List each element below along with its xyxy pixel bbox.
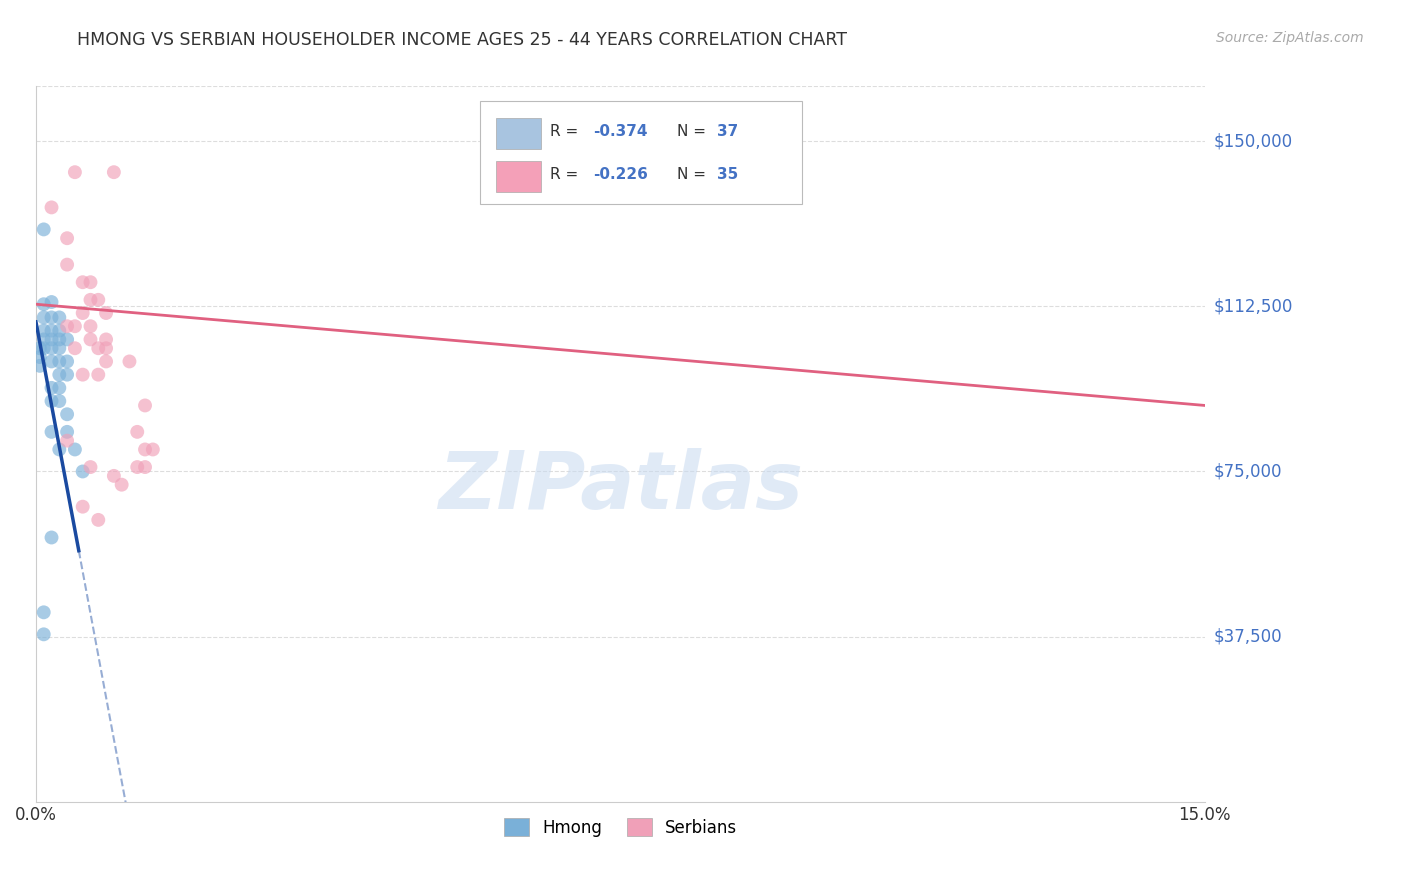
Text: $112,500: $112,500 bbox=[1213, 297, 1292, 316]
Point bbox=[41, 295, 63, 310]
Point bbox=[48, 354, 70, 368]
Text: N =: N = bbox=[676, 124, 710, 139]
Text: 37: 37 bbox=[717, 124, 738, 139]
Point bbox=[56, 231, 79, 245]
Point bbox=[32, 222, 55, 236]
Point bbox=[48, 381, 70, 395]
Point bbox=[56, 354, 79, 368]
Point bbox=[48, 394, 70, 409]
Point bbox=[56, 333, 79, 347]
Text: $75,000: $75,000 bbox=[1213, 462, 1282, 481]
Legend: Hmong, Serbians: Hmong, Serbians bbox=[496, 812, 744, 843]
Point bbox=[32, 605, 55, 619]
Point bbox=[41, 425, 63, 439]
Point bbox=[63, 165, 86, 179]
Text: Source: ZipAtlas.com: Source: ZipAtlas.com bbox=[1216, 31, 1364, 45]
Point bbox=[111, 477, 134, 491]
Point bbox=[94, 354, 117, 368]
Point bbox=[41, 381, 63, 395]
Point bbox=[28, 359, 51, 373]
Text: -0.226: -0.226 bbox=[593, 167, 648, 182]
Point bbox=[32, 627, 55, 641]
Text: R =: R = bbox=[550, 167, 583, 182]
Point bbox=[48, 341, 70, 355]
Point bbox=[48, 310, 70, 325]
Point bbox=[142, 442, 165, 457]
Point bbox=[56, 434, 79, 448]
Point bbox=[79, 275, 101, 289]
Point bbox=[118, 354, 141, 368]
Point bbox=[63, 319, 86, 334]
Point bbox=[28, 341, 51, 355]
Point bbox=[79, 293, 101, 307]
Text: N =: N = bbox=[676, 167, 710, 182]
Point bbox=[79, 333, 101, 347]
FancyBboxPatch shape bbox=[479, 101, 801, 204]
Point bbox=[103, 165, 125, 179]
Point bbox=[48, 324, 70, 338]
Text: $150,000: $150,000 bbox=[1213, 132, 1292, 151]
Point bbox=[63, 442, 86, 457]
Text: $37,500: $37,500 bbox=[1213, 628, 1282, 646]
Point bbox=[56, 368, 79, 382]
Point bbox=[87, 293, 110, 307]
Point bbox=[72, 275, 94, 289]
Point bbox=[103, 468, 125, 483]
Point bbox=[72, 306, 94, 320]
Point bbox=[32, 297, 55, 311]
Point bbox=[63, 341, 86, 355]
Point bbox=[87, 341, 110, 355]
Point bbox=[94, 333, 117, 347]
Point bbox=[41, 201, 63, 215]
Point bbox=[72, 465, 94, 479]
Point bbox=[56, 319, 79, 334]
Point bbox=[41, 310, 63, 325]
Point bbox=[94, 306, 117, 320]
Point bbox=[41, 394, 63, 409]
Point bbox=[56, 425, 79, 439]
Point bbox=[134, 442, 156, 457]
Point bbox=[41, 324, 63, 338]
Point bbox=[32, 310, 55, 325]
Point bbox=[134, 460, 156, 475]
Point bbox=[41, 354, 63, 368]
Text: ZIPatlas: ZIPatlas bbox=[437, 448, 803, 526]
Point bbox=[41, 341, 63, 355]
Point bbox=[41, 531, 63, 545]
Point bbox=[127, 425, 149, 439]
Point bbox=[48, 333, 70, 347]
FancyBboxPatch shape bbox=[496, 161, 541, 192]
Point bbox=[32, 341, 55, 355]
Point bbox=[79, 319, 101, 334]
Text: 35: 35 bbox=[717, 167, 738, 182]
Point bbox=[28, 350, 51, 364]
Point bbox=[127, 460, 149, 475]
Text: -0.374: -0.374 bbox=[593, 124, 648, 139]
Point bbox=[56, 258, 79, 272]
FancyBboxPatch shape bbox=[496, 118, 541, 149]
Point bbox=[32, 324, 55, 338]
Text: HMONG VS SERBIAN HOUSEHOLDER INCOME AGES 25 - 44 YEARS CORRELATION CHART: HMONG VS SERBIAN HOUSEHOLDER INCOME AGES… bbox=[77, 31, 848, 49]
Point bbox=[48, 368, 70, 382]
Point bbox=[87, 513, 110, 527]
Point bbox=[87, 368, 110, 382]
Point bbox=[48, 442, 70, 457]
Point bbox=[72, 368, 94, 382]
Point bbox=[41, 333, 63, 347]
Point bbox=[56, 407, 79, 421]
Point bbox=[79, 460, 101, 475]
Point bbox=[134, 399, 156, 413]
Point bbox=[94, 341, 117, 355]
Point bbox=[32, 333, 55, 347]
Text: R =: R = bbox=[550, 124, 583, 139]
Point bbox=[72, 500, 94, 514]
